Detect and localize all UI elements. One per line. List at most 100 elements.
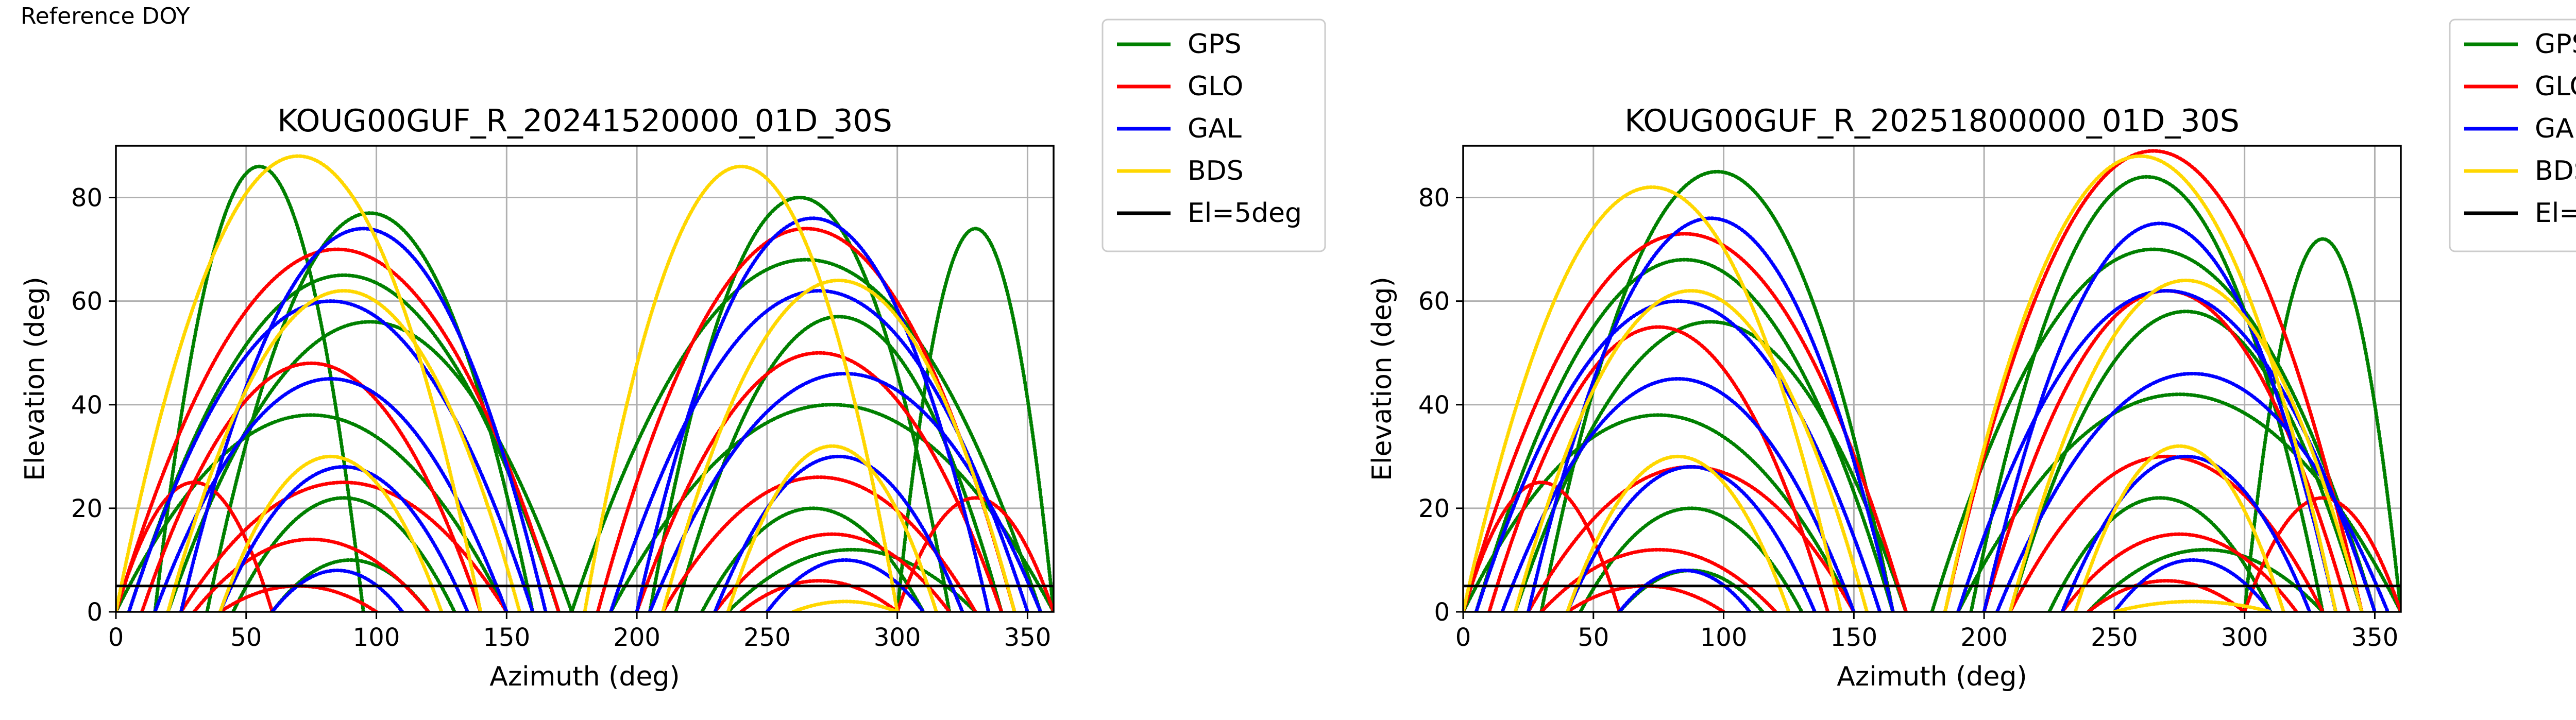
x-axis-label: Azimuth (deg) xyxy=(489,661,680,692)
satellite-track-glo xyxy=(192,537,431,612)
satellite-track-glo xyxy=(2060,532,2299,612)
satellite-track-gal xyxy=(1500,377,1856,612)
legend-label-el-5deg: El=5deg xyxy=(2535,198,2576,229)
satellite-track-gal xyxy=(218,465,469,612)
satellite-track-glo xyxy=(116,247,561,612)
chart-title: KOUG00GUF_R_20251800000_01D_30S xyxy=(1624,103,2240,139)
satellite-track-bds xyxy=(2008,279,2364,612)
satellite-track-gal xyxy=(1995,371,2390,612)
y-tick-label: 60 xyxy=(1418,287,1450,316)
satellite-track-glo xyxy=(713,532,952,612)
satellite-track-gal xyxy=(2112,558,2273,612)
satellite-track-glo xyxy=(1943,149,2364,612)
satellite-track-gps xyxy=(700,506,925,612)
legend-label-bds: BDS xyxy=(1188,156,1244,186)
satellite-track-bds xyxy=(583,165,900,612)
satellite-track-glo xyxy=(140,361,483,612)
satellite-track-bds xyxy=(218,454,444,612)
legend: GPS GLO GAL BDS El=5deg xyxy=(1101,19,1326,252)
y-tick-label: 20 xyxy=(1418,494,1450,523)
x-tick-label: 150 xyxy=(483,623,531,652)
satellite-track-gal xyxy=(127,299,535,612)
satellite-track-gal xyxy=(270,569,404,612)
satellite-track-gal xyxy=(765,558,925,612)
satellite-track-gal xyxy=(2060,455,2312,612)
legend-label-gal: GAL xyxy=(1188,113,1242,144)
x-tick-label: 350 xyxy=(1004,623,1052,652)
y-tick-label: 40 xyxy=(71,391,103,420)
y-tick-label: 0 xyxy=(1434,598,1450,627)
satellite-track-bds xyxy=(2112,599,2273,612)
satellite-track-bds xyxy=(726,444,938,612)
y-tick-label: 40 xyxy=(1418,391,1450,420)
satellite-track-gps xyxy=(895,227,1054,612)
satellite-track-glo xyxy=(635,351,1004,612)
legend-label-gal: GAL xyxy=(2535,113,2576,144)
satellite-track-bds xyxy=(1463,185,1843,612)
satellite-track-glo xyxy=(895,496,1054,612)
legend: GPS GLO GAL BDS El=5deg xyxy=(2449,19,2576,252)
legend-label-gps: GPS xyxy=(2535,29,2576,60)
satellite-track-glo xyxy=(1487,325,1830,612)
satellite-track-gps xyxy=(166,320,574,612)
satellite-track-gps xyxy=(1969,175,2325,612)
satellite-track-gal xyxy=(713,455,964,612)
y-axis-label: Elevation (deg) xyxy=(1367,277,1398,481)
legend-box xyxy=(1101,19,1326,252)
satellite-track-gps xyxy=(231,496,456,612)
x-tick-label: 150 xyxy=(1831,623,1878,652)
x-tick-label: 0 xyxy=(1455,623,1471,652)
x-tick-label: 250 xyxy=(2091,623,2138,652)
axes-frame xyxy=(115,145,1055,613)
x-tick-label: 50 xyxy=(230,623,262,652)
satellite-track-gps xyxy=(570,258,1043,612)
y-tick-label: 20 xyxy=(71,494,103,523)
satellite-track-gps xyxy=(127,273,561,612)
chart-panel-2: 0 50 100 150 200 250 300 350 0 20 40 60 80 KOUG00GUF_… xyxy=(1367,19,2576,692)
satellite-track-gps xyxy=(116,413,509,612)
satellite-track-glo xyxy=(2243,496,2401,612)
x-tick-label: 250 xyxy=(743,623,791,652)
satellite-track-gps xyxy=(2086,548,2325,612)
legend-box xyxy=(2449,19,2576,252)
satellite-track-gal xyxy=(1617,569,1752,612)
y-tick-label: 80 xyxy=(71,184,103,213)
axes-frame xyxy=(1462,145,2402,613)
satellite-track-bds xyxy=(1513,289,1869,612)
x-tick-label: 300 xyxy=(874,623,921,652)
legend-label-glo: GLO xyxy=(1188,71,1243,102)
satellite-track-bds xyxy=(1565,454,1791,612)
plot-area xyxy=(116,154,1054,612)
satellite-track-gal xyxy=(1565,465,1817,612)
satellite-track-gps xyxy=(726,548,977,612)
x-tick-label: 300 xyxy=(2221,623,2268,652)
chart-title: KOUG00GUF_R_20241520000_01D_30S xyxy=(277,103,892,139)
satellite-track-glo xyxy=(179,481,509,612)
y-tick-label: 80 xyxy=(1418,184,1450,213)
y-tick-label: 0 xyxy=(87,598,103,627)
x-tick-label: 0 xyxy=(108,623,124,652)
satellite-track-bds xyxy=(2073,444,2285,612)
satellite-track-glo xyxy=(661,475,977,612)
satellite-track-gps xyxy=(153,164,365,612)
reference-doy-label: Reference DOY xyxy=(21,3,190,29)
x-tick-label: 100 xyxy=(353,623,400,652)
x-tick-label: 100 xyxy=(1700,623,1748,652)
legend-label-glo: GLO xyxy=(2535,71,2576,102)
satellite-track-bds xyxy=(166,289,522,612)
satellite-track-gal xyxy=(1474,299,1882,612)
satellite-track-bds xyxy=(791,599,900,612)
satellite-track-gps xyxy=(2243,237,2401,612)
satellite-track-glo xyxy=(2086,579,2247,612)
y-axis-label: Elevation (deg) xyxy=(20,277,50,481)
legend-label-bds: BDS xyxy=(2535,156,2576,186)
x-tick-label: 200 xyxy=(613,623,660,652)
satellite-track-bds xyxy=(661,279,1016,612)
satellite-track-glo xyxy=(1539,548,1778,612)
legend-label-el-5deg: El=5deg xyxy=(1188,198,1302,229)
satellite-track-glo xyxy=(739,579,900,612)
x-tick-label: 50 xyxy=(1578,623,1609,652)
satellite-track-bds xyxy=(116,154,483,612)
plot-area xyxy=(1463,149,2401,612)
